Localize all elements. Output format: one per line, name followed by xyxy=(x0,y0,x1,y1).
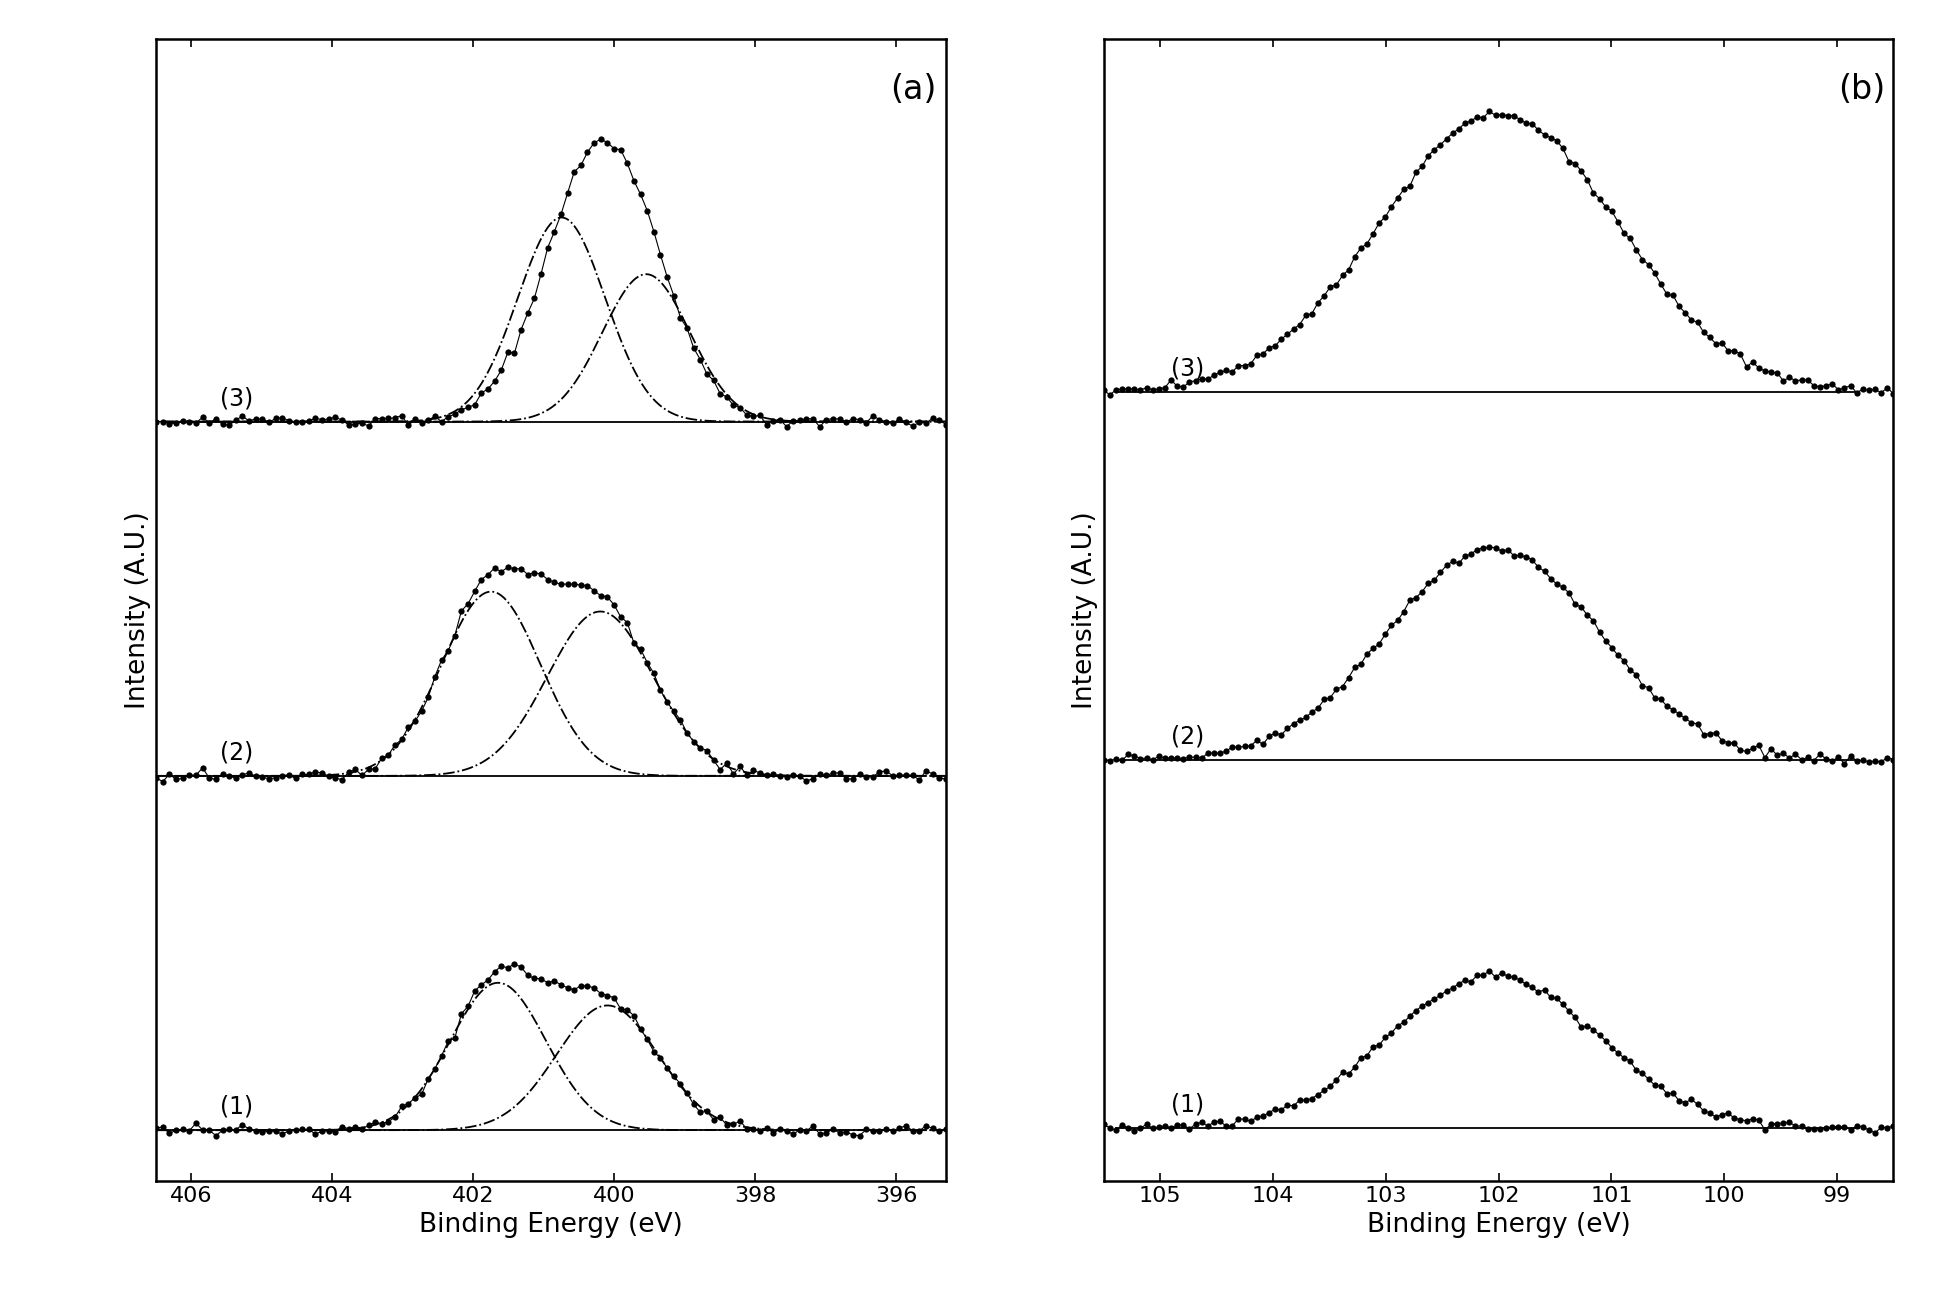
Text: (2): (2) xyxy=(221,741,254,765)
X-axis label: Binding Energy (eV): Binding Energy (eV) xyxy=(1366,1211,1630,1237)
Y-axis label: Intensity (A.U.): Intensity (A.U.) xyxy=(1072,511,1099,709)
Text: (b): (b) xyxy=(1839,73,1886,106)
Text: (2): (2) xyxy=(1171,724,1204,749)
Text: (3): (3) xyxy=(1171,357,1204,380)
Text: (1): (1) xyxy=(1171,1093,1204,1116)
Text: (1): (1) xyxy=(221,1094,252,1119)
Y-axis label: Intensity (A.U.): Intensity (A.U.) xyxy=(125,511,150,709)
X-axis label: Binding Energy (eV): Binding Energy (eV) xyxy=(420,1211,683,1237)
Text: (a): (a) xyxy=(890,73,937,106)
Text: (3): (3) xyxy=(221,387,254,410)
